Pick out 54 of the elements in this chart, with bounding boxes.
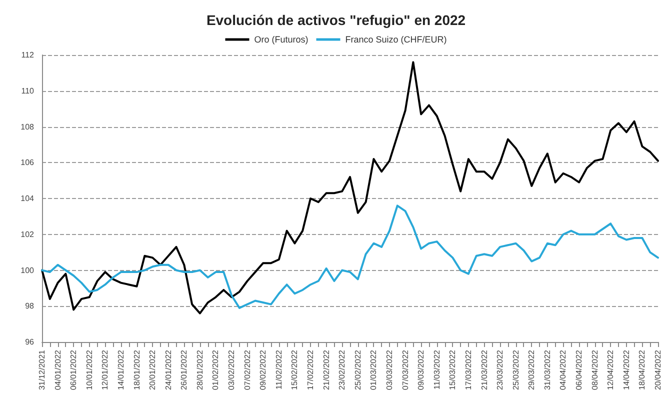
x-tick-label: 04/04/2022 xyxy=(558,349,568,390)
x-tick-label: 01/02/2022 xyxy=(211,349,220,390)
x-tick-label: 31/03/2022 xyxy=(542,349,552,390)
x-tick-label: 17/02/2022 xyxy=(306,349,316,390)
y-tick-label: 110 xyxy=(21,86,35,96)
x-tick-label: 29/03/2022 xyxy=(527,349,536,390)
x-tick-label: 14/04/2022 xyxy=(622,349,631,390)
x-tick-label: 25/02/2022 xyxy=(353,349,362,390)
x-tick-label: 09/02/2022 xyxy=(258,349,268,390)
x-tick-label: 20/04/2022 xyxy=(654,349,662,390)
x-tick-label: 09/03/2022 xyxy=(416,349,426,390)
x-tick-label: 23/03/2022 xyxy=(496,349,505,390)
x-tick-label: 10/01/2022 xyxy=(84,349,94,390)
y-tick-label: 100 xyxy=(20,266,35,275)
x-tick-label: 26/01/2022 xyxy=(180,349,189,390)
x-tick-label: 04/01/2022 xyxy=(53,349,62,390)
x-tick-label: 07/02/2022 xyxy=(242,349,252,390)
y-tick-label: 96 xyxy=(25,338,35,346)
x-tick-label: 03/03/2022 xyxy=(384,349,394,390)
x-tick-label: 17/03/2022 xyxy=(464,349,473,390)
x-tick-label: 21/02/2022 xyxy=(322,349,331,390)
y-tick-label: 112 xyxy=(21,50,35,60)
legend-label: Oro (Futuros) xyxy=(254,34,308,44)
x-tick-label: 20/01/2022 xyxy=(148,349,158,390)
x-tick-label: 28/01/2022 xyxy=(195,349,204,390)
y-tick-label: 102 xyxy=(20,230,35,239)
y-tick-label: 104 xyxy=(20,194,35,203)
chart-title: Evolución de activos "refugio" en 2022 xyxy=(206,12,466,28)
x-tick-label: 03/02/2022 xyxy=(227,349,236,390)
x-tick-label: 12/01/2022 xyxy=(100,349,110,390)
x-tick-label: 23/02/2022 xyxy=(338,349,347,390)
x-tick-label: 06/01/2022 xyxy=(69,349,78,390)
x-tick-label: 24/01/2022 xyxy=(164,349,173,390)
x-tick-label: 15/03/2022 xyxy=(448,349,458,390)
x-tick-label: 08/04/2022 xyxy=(590,349,600,390)
y-tick-label: 108 xyxy=(20,122,35,132)
x-tick-label: 06/04/2022 xyxy=(574,349,584,390)
x-tick-label: 11/03/2022 xyxy=(432,349,442,390)
legend-label: Franco Suizo (CHF/EUR) xyxy=(345,34,447,44)
line-series xyxy=(41,204,659,309)
x-tick-label: 12/04/2022 xyxy=(606,349,616,390)
x-tick-label: 18/04/2022 xyxy=(638,349,647,390)
line-series xyxy=(41,61,659,314)
x-tick-label: 18/01/2022 xyxy=(132,349,142,390)
x-tick-label: 15/02/2022 xyxy=(290,349,300,390)
x-tick-label: 11/02/2022 xyxy=(274,349,284,390)
x-tick-label: 25/03/2022 xyxy=(511,349,520,390)
y-tick-label: 98 xyxy=(25,302,35,311)
x-tick-label: 14/01/2022 xyxy=(116,349,126,390)
x-tick-label: 01/03/2022 xyxy=(369,349,378,390)
x-tick-label: 31/12/2021 xyxy=(38,349,46,390)
x-tick-label: 21/03/2022 xyxy=(480,349,489,390)
x-tick-label: 07/03/2022 xyxy=(400,349,410,390)
y-tick-label: 106 xyxy=(20,158,35,168)
